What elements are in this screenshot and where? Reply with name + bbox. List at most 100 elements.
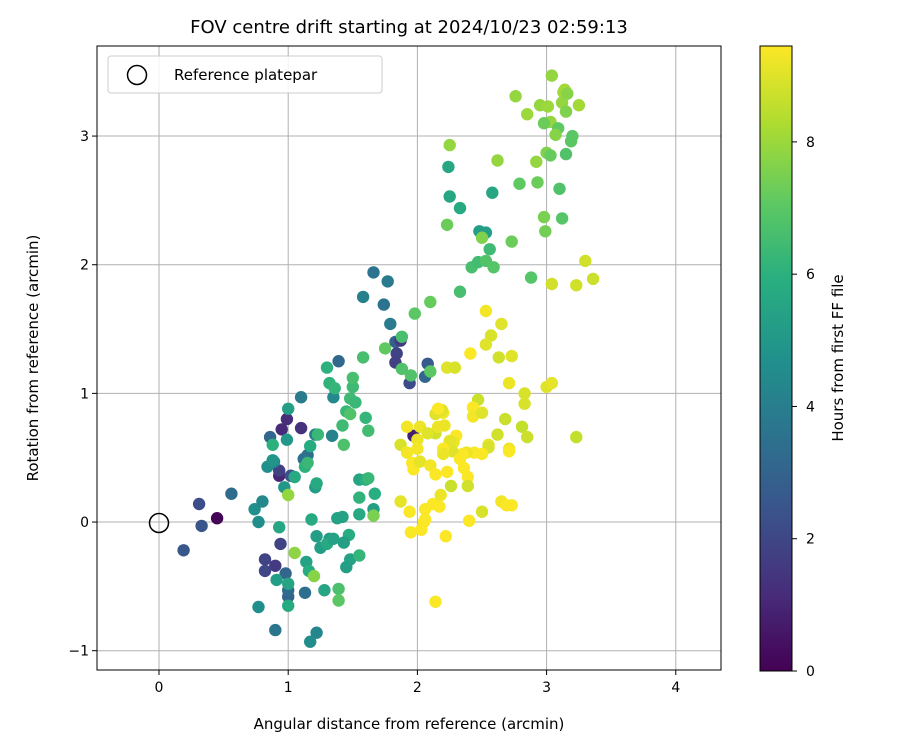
scatter-point (531, 176, 544, 189)
scatter-point (301, 456, 314, 470)
data-points (177, 69, 600, 648)
scatter-point (424, 365, 437, 378)
scatter-point (269, 623, 282, 637)
scatter-point (442, 160, 455, 174)
scatter-point (524, 271, 538, 284)
scatter-point (437, 447, 450, 461)
scatter-point (439, 530, 452, 543)
scatter-point (487, 261, 500, 274)
scatter-point (273, 521, 286, 534)
x-tick-label: 0 (155, 680, 164, 696)
scatter-point (353, 508, 366, 521)
scatter-point (280, 412, 294, 426)
scatter-point (545, 277, 558, 291)
scatter-point (415, 523, 428, 536)
scatter-point (464, 347, 477, 360)
scatter-point (461, 479, 474, 493)
x-tick-label: 4 (671, 680, 680, 696)
scatter-point (362, 424, 375, 437)
scatter-point (555, 212, 569, 225)
scatter-point (288, 470, 301, 484)
scatter-point (586, 272, 600, 286)
colorbar-tick-label: 4 (806, 399, 815, 415)
scatter-point (320, 361, 334, 374)
scatter-point (325, 429, 339, 442)
scatter-point (177, 544, 190, 557)
scatter-point (344, 407, 357, 421)
scatter-point (431, 402, 445, 415)
scatter-point (282, 577, 295, 590)
scatter-point (353, 491, 366, 504)
scatter-point (453, 201, 467, 215)
scatter-point (505, 235, 518, 248)
scatter-point (266, 438, 279, 451)
scatter-point (443, 190, 456, 203)
scatter-point (367, 266, 380, 279)
scatter-point (408, 307, 421, 320)
scatter-point (518, 397, 531, 410)
scatter-point (275, 423, 288, 436)
scatter-point (411, 442, 424, 455)
y-tick-label: 1 (80, 386, 89, 402)
scatter-point (332, 355, 345, 368)
scatter-point (311, 428, 325, 441)
scatter-point (258, 564, 272, 578)
scatter-point (403, 505, 416, 518)
chart-title: FOV centre drift starting at 2024/10/23 … (190, 17, 628, 38)
legend-label: Reference platepar (174, 66, 318, 84)
scatter-point (273, 464, 286, 477)
x-axis-label: Angular distance from reference (arcmin) (254, 715, 565, 733)
scatter-point (332, 594, 345, 607)
scatter-point (258, 553, 272, 566)
grid-lines (97, 46, 721, 670)
scatter-point (353, 549, 366, 562)
scatter-point (400, 420, 414, 433)
scatter-point (381, 275, 394, 288)
y-axis-label: Rotation from reference (arcmin) (24, 235, 42, 482)
scatter-point (475, 231, 489, 244)
scatter-point (545, 69, 558, 82)
scatter-point (288, 546, 301, 560)
plot-frame (96, 45, 722, 671)
scatter-point (566, 129, 579, 143)
scatter-point (544, 149, 557, 162)
colorbar-gradient (759, 45, 793, 672)
scatter-point (225, 487, 238, 500)
scatter-point (356, 290, 370, 304)
scatter-point (484, 329, 498, 342)
scatter-point (395, 330, 409, 343)
x-tick-label: 3 (542, 680, 551, 696)
scatter-point (559, 147, 573, 161)
scatter-point (513, 177, 526, 190)
scatter-point (310, 626, 323, 639)
scatter-point (404, 369, 418, 382)
scatter-point (530, 155, 543, 168)
scatter-point (475, 505, 489, 518)
scatter-point (440, 465, 454, 479)
scatter-point (411, 433, 424, 446)
scatter-point (368, 487, 381, 500)
scatter-point (462, 514, 476, 527)
scatter-point (279, 567, 292, 580)
scatter-point (336, 510, 349, 524)
scatter-point (505, 349, 518, 363)
scatter-point (337, 438, 350, 451)
scatter-point (377, 298, 390, 311)
scatter-point (195, 519, 208, 533)
scatter-point (395, 362, 409, 376)
scatter-point (461, 470, 474, 484)
colorbar: 0 2 4 6 8 Hours from first FF file (759, 45, 847, 680)
scatter-point (500, 499, 513, 512)
scatter-point (304, 439, 317, 453)
colorbar-tick-label: 6 (806, 267, 815, 283)
scatter-point (337, 536, 350, 549)
scatter-point (491, 154, 504, 167)
legend-box (107, 55, 383, 94)
scatter-point (349, 396, 362, 409)
colorbar-tick-label: 2 (806, 532, 815, 548)
scatter-point (424, 459, 437, 472)
reference-marker (148, 512, 170, 534)
scatter-point (539, 225, 552, 238)
scatter-point (549, 128, 562, 141)
scatter-point (502, 445, 516, 458)
